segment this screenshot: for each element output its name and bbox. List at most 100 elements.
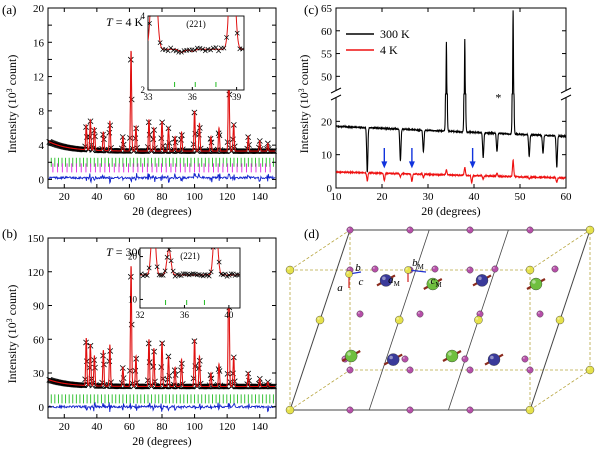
inset-data-point xyxy=(208,47,214,53)
difference-curve xyxy=(48,172,276,185)
navy-ion xyxy=(379,274,393,287)
x-tick-label: 20 xyxy=(59,191,71,203)
y-tick-label: 60 xyxy=(321,26,333,38)
cell-edge-dashed xyxy=(289,229,351,271)
bragg-tick-row xyxy=(52,163,271,173)
oxygen-atom-highlight xyxy=(462,356,465,359)
yellow-atom-highlight xyxy=(587,367,590,370)
yellow-atom xyxy=(285,405,295,415)
arrow-head xyxy=(469,161,476,169)
navy-ion-highlight xyxy=(382,276,386,281)
navy-ion xyxy=(387,353,400,366)
x-tick-label: 120 xyxy=(219,191,236,203)
inset-data-point xyxy=(157,40,163,46)
yellow-atom xyxy=(315,315,325,325)
oxygen-atom xyxy=(416,310,424,318)
oxygen-atom-highlight xyxy=(347,407,350,410)
oxygen-atom xyxy=(356,310,364,318)
inset-plot xyxy=(140,230,240,305)
oxygen-atom-highlight xyxy=(467,367,470,370)
axis-label-aM: aM xyxy=(388,274,401,288)
origin-atom-highlight xyxy=(346,271,349,274)
inset-y-tick-label: 20 xyxy=(128,252,138,262)
oxygen-atom-highlight xyxy=(347,267,350,270)
inset-data-point xyxy=(182,271,188,277)
oxygen-atom-highlight xyxy=(467,267,470,270)
oxygen-atom-highlight xyxy=(527,227,530,230)
series-line xyxy=(335,158,567,185)
x-tick-label: 40 xyxy=(91,421,103,433)
inset-data-point xyxy=(190,271,196,277)
temperature-annotation: T = 4 K xyxy=(106,15,143,29)
bragg-tick-row xyxy=(50,394,274,404)
oxygen-atom-highlight xyxy=(417,311,420,314)
y-tick-label: 60 xyxy=(33,334,45,346)
navy-ion-highlight xyxy=(478,276,482,281)
oxygen-atom xyxy=(521,355,529,363)
oxygen-atom-highlight xyxy=(492,266,495,269)
ylabel-text: Intensity (10 xyxy=(297,92,311,153)
oxygen-atom-highlight xyxy=(342,356,345,359)
axis-label-bM-sub: M xyxy=(418,263,425,271)
oxygen-atom-highlight xyxy=(357,311,360,314)
inset-data-point xyxy=(208,269,214,275)
oxygen-atom xyxy=(466,406,474,414)
arrow-head xyxy=(408,161,415,169)
inset-data-point xyxy=(228,271,234,277)
series-line xyxy=(335,10,567,173)
inset-frame xyxy=(147,15,245,91)
oxygen-atom xyxy=(526,366,534,374)
panel-label: (d) xyxy=(304,226,319,241)
x-tick-label: 100 xyxy=(186,421,203,433)
oxygen-atom xyxy=(346,406,354,414)
inset-reflection-label: (221) xyxy=(186,19,206,29)
inset-data-point xyxy=(234,30,240,36)
green-ion xyxy=(345,349,358,363)
inset-data-point xyxy=(213,45,219,50)
inset-data-point xyxy=(206,273,212,279)
yellow-atom-highlight xyxy=(557,317,560,320)
panel-label: (a) xyxy=(2,2,16,17)
inset-data-point xyxy=(224,35,230,40)
inset-data-point xyxy=(153,234,157,238)
y-tick-label: 12 xyxy=(33,72,44,84)
green-ion xyxy=(445,349,459,363)
yellow-atom-highlight xyxy=(527,407,530,410)
oxygen-atom xyxy=(466,266,474,274)
ylabel-unit: count) xyxy=(5,55,19,89)
oxygen-atom-highlight xyxy=(347,227,350,230)
axis-label-aM-sub: M xyxy=(394,280,401,288)
inset-data-point xyxy=(215,230,219,234)
annotation-value: = 4 K xyxy=(113,15,144,29)
yellow-atom xyxy=(395,315,404,325)
x-tick-label: 20 xyxy=(59,421,71,433)
oxygen-atom-highlight xyxy=(537,311,540,314)
axis-label-cM-sub: M xyxy=(435,281,442,289)
yellow-atom-highlight xyxy=(287,407,290,410)
y-axis-label: Intensity (103 count) xyxy=(5,285,19,384)
green-ion-highlight xyxy=(428,280,433,284)
oxygen-atom-highlight xyxy=(432,266,435,269)
inset-data-point xyxy=(160,272,166,278)
inset-data-point xyxy=(176,272,182,278)
inset-data-point xyxy=(162,268,168,274)
cell-edge-dashed xyxy=(289,369,351,411)
inset-data-point xyxy=(146,265,152,271)
inset-x-tick-label: 39 xyxy=(232,92,242,102)
x-tick-label: 120 xyxy=(219,421,236,433)
legend-entry: 4 K xyxy=(380,43,398,57)
origin-atom xyxy=(345,270,353,278)
oxygen-atom xyxy=(526,226,534,234)
y-tick-label: 20 xyxy=(321,116,333,128)
axis-label-cM-main: c xyxy=(430,275,435,287)
y-tick-label: 0 xyxy=(327,183,333,195)
inset-data-point xyxy=(162,47,168,53)
axis-label-bM-main: b xyxy=(412,257,418,269)
green-ion xyxy=(529,277,543,291)
origin-atom-M-highlight xyxy=(405,267,408,270)
difference-curve xyxy=(48,401,276,413)
oxygen-atom xyxy=(406,226,414,234)
green-ion xyxy=(426,277,439,291)
x-tick-label: 40 xyxy=(469,191,481,203)
